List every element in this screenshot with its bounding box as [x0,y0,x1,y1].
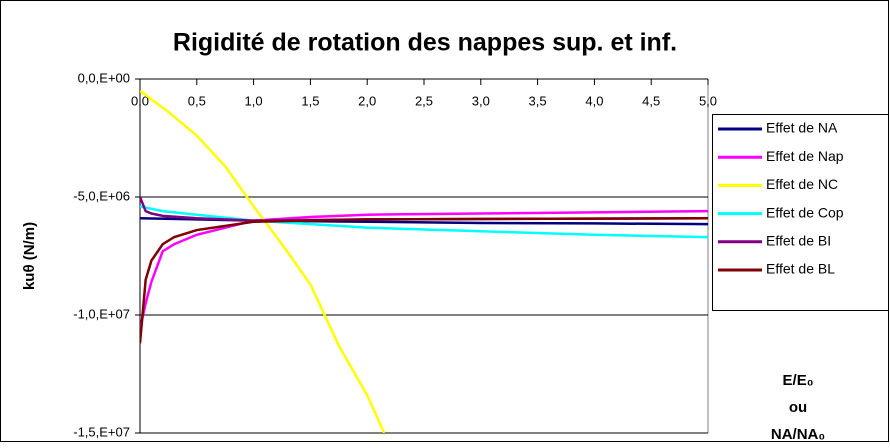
series-line [140,205,708,239]
y-tick-label: -1,0,E+07 [73,306,130,321]
y-axis-label: kuθ (N/m) [21,222,38,290]
y-tick-label: 0,0,E+00 [78,70,130,85]
legend-label: Effet de BL [766,261,835,277]
x-tick-label: 1,5 [301,93,319,108]
x-tick-label: 2,0 [358,93,376,108]
x-tick-label: 1,0 [245,93,263,108]
x-tick-label: 0,0 [131,93,149,108]
plot-lines [140,89,708,433]
series-line [140,209,708,330]
chart-title: Rigidité de rotation des nappes sup. et … [173,29,677,57]
series-line [140,216,708,344]
x-tick-label: 0,5 [188,93,206,108]
y-tick-label: -1,5,E+07 [73,424,130,439]
legend-label: Effet de NC [766,176,838,192]
annotation: NA/NA₀ [771,426,825,443]
series-line [140,89,386,433]
annotation: E/E₀ [783,372,814,389]
y-tick-label: -5,0,E+06 [73,188,130,203]
legend-label: Effet de Nap [766,148,844,164]
annotation: ou [789,399,807,416]
legend-label: Effet de NA [766,120,838,136]
x-tick-label: 3,0 [472,93,490,108]
x-tick-label: 3,5 [529,93,547,108]
legend-label: Effet de BI [766,233,831,249]
x-tick-label: 5,0 [699,93,717,108]
x-tick-label: 2,5 [415,93,433,108]
legend-label: Effet de Cop [766,204,844,220]
x-tick-label: 4,5 [642,93,660,108]
x-tick-label: 4,0 [585,93,603,108]
